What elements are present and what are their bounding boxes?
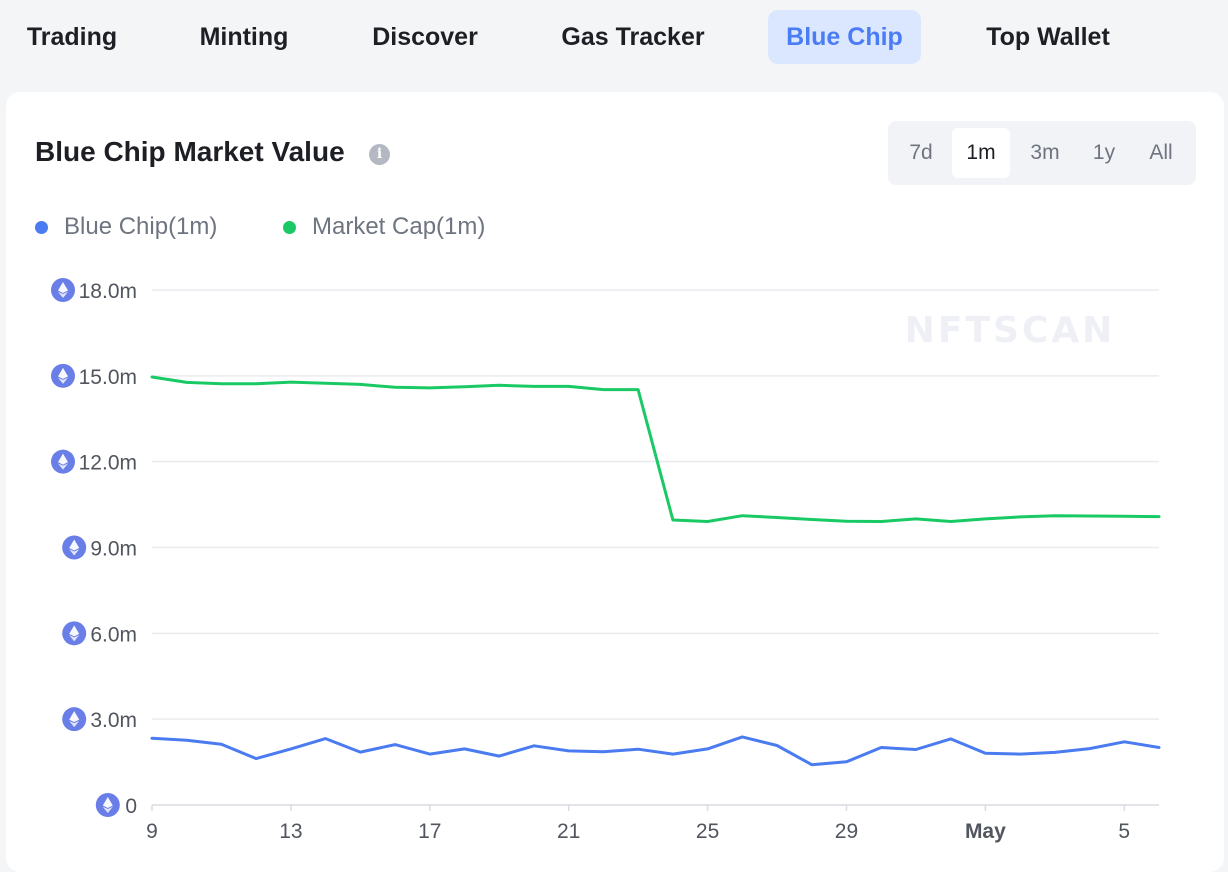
chart-title: Blue Chip Market Value xyxy=(35,136,345,167)
y-tick-label: 18.0m xyxy=(79,280,137,303)
chart-series xyxy=(150,375,1161,767)
legend-dot-market-cap xyxy=(283,221,296,234)
y-tick-label: 15.0m xyxy=(79,366,137,389)
legend-dot-blue-chip xyxy=(35,221,48,234)
y-tick-label: 0 xyxy=(125,795,137,818)
range-1m[interactable]: 1m xyxy=(952,128,1010,178)
x-tick-label: 25 xyxy=(696,820,719,843)
x-tick-label: 13 xyxy=(279,820,302,843)
eth-icon xyxy=(62,535,87,560)
tab-discover[interactable]: Discover xyxy=(372,23,478,51)
range-all[interactable]: All xyxy=(1149,141,1173,164)
info-icon[interactable]: i xyxy=(369,144,390,165)
x-tick-label: May xyxy=(965,820,1006,843)
x-tick-label: 17 xyxy=(418,820,441,843)
chart-gridlines xyxy=(152,289,1159,806)
y-tick-label: 9.0m xyxy=(90,538,137,561)
eth-icon xyxy=(51,449,75,474)
time-range-selector: 7d 1m 3m 1y All xyxy=(888,121,1196,185)
x-tick-label: 5 xyxy=(1118,820,1130,843)
tab-blue-chip[interactable]: Blue Chip xyxy=(768,10,921,64)
x-tick-label: 9 xyxy=(146,820,158,843)
nftscan-watermark: NFTSCAN xyxy=(905,310,1116,351)
eth-icon xyxy=(62,707,87,732)
legend-label-blue-chip: Blue Chip(1m) xyxy=(64,213,218,240)
y-axis: 0 3.0m 6.0m 9.0m 12.0m 15.0m 18.0m xyxy=(51,278,137,818)
legend-label-market-cap: Market Cap(1m) xyxy=(312,213,486,240)
eth-icon xyxy=(95,793,120,817)
tab-top-wallet[interactable]: Top Wallet xyxy=(986,23,1110,51)
series-line-blue-chip[interactable] xyxy=(150,735,1161,767)
tab-trading[interactable]: Trading xyxy=(26,23,118,51)
x-tick-label: 21 xyxy=(557,820,580,843)
eth-icon xyxy=(51,278,75,302)
y-tick-label: 3.0m xyxy=(90,709,137,732)
tab-gas-tracker[interactable]: Gas Tracker xyxy=(561,23,705,51)
top-nav: Trading Minting Discover Gas Tracker Blu… xyxy=(0,0,1228,74)
eth-icon xyxy=(51,363,75,388)
y-tick-label: 12.0m xyxy=(79,452,137,475)
x-axis: 9 13 17 21 25 29 May 5 xyxy=(146,805,1130,843)
range-7d[interactable]: 7d xyxy=(909,141,933,164)
range-3m[interactable]: 3m xyxy=(1030,141,1060,164)
y-tick-label: 6.0m xyxy=(90,623,137,646)
svg-text:NFTSCAN: NFTSCAN xyxy=(905,310,1116,351)
x-tick-label: 29 xyxy=(835,820,858,843)
series-line-market-cap[interactable] xyxy=(150,375,1161,523)
eth-icon xyxy=(62,621,87,646)
range-1y[interactable]: 1y xyxy=(1092,141,1116,164)
tab-minting[interactable]: Minting xyxy=(199,23,289,51)
